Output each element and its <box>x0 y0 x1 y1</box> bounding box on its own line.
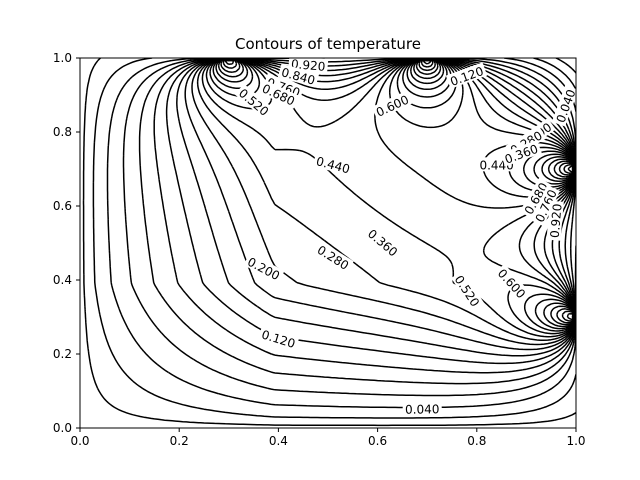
contour-level-2 <box>106 58 576 409</box>
contour-level-8 <box>184 58 576 351</box>
contour-label-bg <box>402 401 442 416</box>
contour-label-bg <box>546 200 564 241</box>
contour-label-text: 0.200 <box>245 255 282 283</box>
chart-title: Contours of temperature <box>235 35 421 53</box>
contour-label-text: 0.120 <box>260 327 297 350</box>
contour-label-text: 0.600 <box>374 92 411 119</box>
y-tick-label: 0.0 <box>53 421 72 435</box>
contour-label-bg <box>451 270 485 311</box>
contour-label-text: 0.040 <box>405 402 440 417</box>
y-tick-label: 0.8 <box>53 125 72 139</box>
contour-label: 0.920 <box>546 200 565 241</box>
contour-label-bg <box>371 90 413 120</box>
contour-label: 0.360 <box>363 224 403 261</box>
contour-level-18 <box>222 59 575 322</box>
contour-label: 0.200 <box>243 252 285 284</box>
contour-level-19 <box>224 59 574 321</box>
contour-label-bg <box>363 224 403 261</box>
contour-label-bg <box>519 177 552 219</box>
x-tick-label: 0.8 <box>467 434 486 448</box>
contour-level-22 <box>422 59 574 173</box>
contour-label-bg <box>277 63 320 88</box>
x-axis: 0.0 0.2 0.4 0.6 0.8 1.0 <box>70 428 586 448</box>
y-tick-label: 1.0 <box>53 51 72 65</box>
contour-label-text: 0.520 <box>452 273 482 309</box>
contour-label-bg <box>500 140 542 167</box>
plot-frame <box>79 57 577 429</box>
contour-label: 0.120 <box>257 325 300 351</box>
x-tick-label: 1.0 <box>566 434 585 448</box>
contour-label: 0.040 <box>402 401 442 417</box>
y-axis: 0.0 0.2 0.4 0.6 0.8 1.0 <box>53 51 80 435</box>
contour-level-0 <box>82 58 576 427</box>
x-tick-label: 0.2 <box>170 434 189 448</box>
contour-label-text: 0.440 <box>315 154 352 176</box>
y-tick-label: 0.6 <box>53 199 72 213</box>
contour-label-bg <box>313 240 354 274</box>
contour-label-bg <box>530 184 560 227</box>
contour-label-text: 0.920 <box>548 203 565 238</box>
contour-label-bg <box>258 79 300 109</box>
contour-label-bg <box>494 263 531 303</box>
contour-lines <box>82 58 576 427</box>
contour-label: 0.440 <box>312 152 354 177</box>
contour-level-9 <box>191 58 576 346</box>
contour-level-4 <box>138 58 576 385</box>
x-tick-label: 0.6 <box>368 434 387 448</box>
contour-label-text: 0.600 <box>495 266 528 301</box>
contour-label-bg <box>262 73 305 100</box>
y-tick-label: 0.4 <box>53 273 72 287</box>
x-tick-label: 0.0 <box>70 434 89 448</box>
contour-label: 0.600 <box>371 90 413 120</box>
contour-level-16 <box>217 58 575 326</box>
contour-label-text: 0.360 <box>365 227 400 260</box>
contour-label-bg <box>257 325 300 351</box>
contour-label-bg <box>445 62 488 89</box>
contour-label-bg <box>243 252 285 284</box>
contour-level-23 <box>426 59 574 170</box>
contour-label-bg <box>312 152 354 177</box>
y-tick-label: 0.2 <box>53 347 72 361</box>
x-tick-label: 0.4 <box>269 434 288 448</box>
contour-label-bg <box>234 83 274 120</box>
contour-level-12 <box>205 58 576 335</box>
contour-level-1 <box>92 58 576 419</box>
contour-level-17 <box>220 59 575 324</box>
contour-label-bg <box>551 85 579 127</box>
